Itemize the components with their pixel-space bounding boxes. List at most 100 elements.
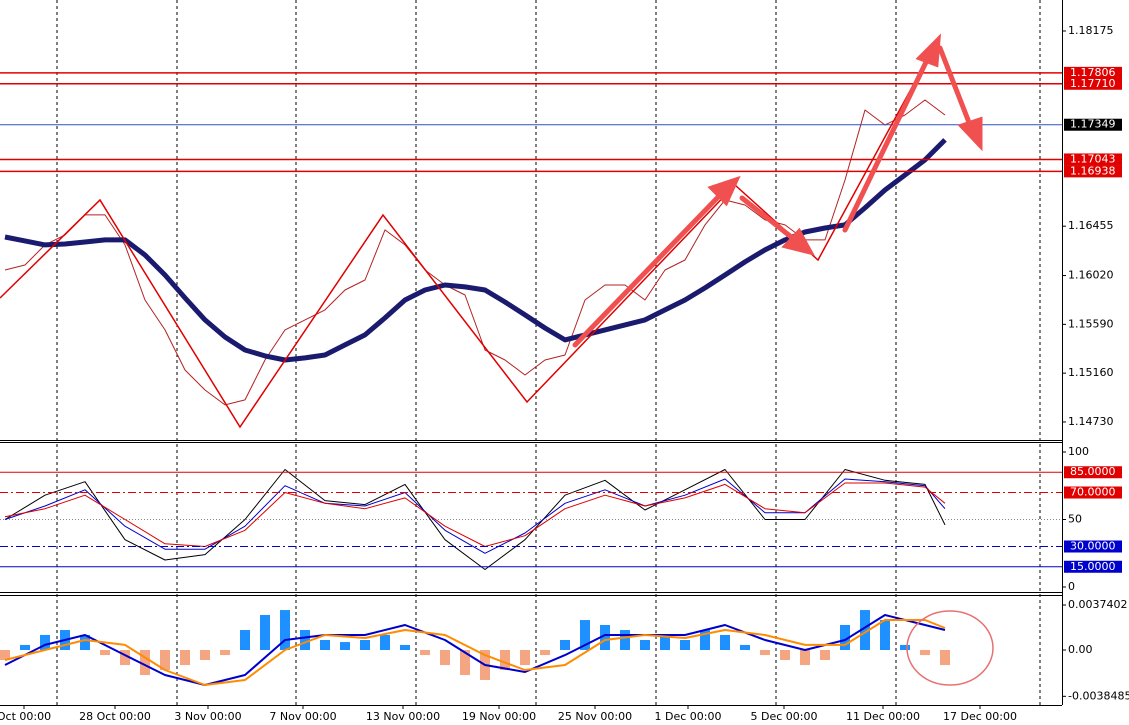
x-tick-label: 19 Nov 00:00 [462,710,536,723]
series-line [4,99,946,406]
histogram-bar [740,644,750,650]
histogram-bar [780,650,790,660]
histogram-bar [920,650,930,656]
histogram-bar [440,650,450,666]
x-tick-label: 28 Oct 00:00 [79,710,151,723]
histogram-bar [760,650,770,656]
y-tick-label: 1.16455 [1068,219,1114,232]
histogram-bar [0,650,10,660]
histogram-bar [860,610,870,650]
series-line [4,619,946,686]
series-line [4,469,946,570]
arrow-head [707,175,741,207]
histogram-bar [100,650,110,656]
level-label: 30.0000 [1070,540,1116,553]
histogram-bar [120,650,130,666]
histogram-bar [600,624,610,650]
y-tick-label: 1.18175 [1068,24,1114,37]
marks [0,30,1066,709]
y-tick-label: -0.0038485 [1068,689,1129,702]
level-label: 1.17710 [1070,77,1116,90]
histogram-bar [880,620,890,650]
x-tick-label: 5 Dec 00:00 [751,710,818,723]
x-tick-label: 25 Nov 00:00 [558,710,632,723]
histogram-bar [80,634,90,650]
y-tick-label: 1.16020 [1068,269,1114,282]
histogram-bar [520,650,530,666]
y-tick-label: 0.0037402 [1068,598,1128,611]
histogram-bar [560,640,570,650]
arrow-head [915,33,942,68]
series-line [4,138,947,363]
histogram-bar [680,640,690,650]
histogram-bar [400,644,410,650]
level-label-bg [1064,540,1122,553]
histogram-bar [300,630,310,650]
histogram-bar [140,650,150,676]
y-tick-label: 0 [1068,580,1075,593]
histogram-bar [280,610,290,650]
histogram-bar [640,640,650,650]
histogram-bar [380,634,390,650]
histogram-bar [700,630,710,650]
histogram-bar [180,650,190,666]
histogram-bar [420,650,430,656]
level-label: 15.0000 [1070,560,1116,573]
level-label: 1.16938 [1070,164,1116,177]
histogram-bar [660,634,670,650]
level-label: 1.17043 [1070,152,1116,165]
highlight-circle [906,610,994,686]
histogram-bar [240,630,250,650]
y-tick-label: 50 [1068,512,1082,525]
histogram-bar [340,642,350,650]
x-tick-label: 1 Dec 00:00 [655,710,722,723]
histogram-bar [160,650,170,670]
histogram-bar [800,650,810,666]
x-tick-label: Oct 00:00 [0,710,51,723]
level-label-bg [1064,77,1122,90]
histogram-bar [620,630,630,650]
arrows [572,33,983,348]
level-label-bg [1064,118,1122,131]
arrow [739,195,798,243]
y-tick-label: 1.14730 [1068,415,1114,428]
y-tick-label: 0.00 [1068,643,1093,656]
histogram-bar [820,650,830,660]
y-tick-label: 100 [1068,445,1089,458]
labels: 1.18175 1.16455 1.16020 1.15590 1.15160 1.147… [0,24,1129,723]
histogram-bar [540,650,550,656]
x-tick-label: 11 Dec 00:00 [846,710,920,723]
arrow [937,45,973,128]
x-tick-label: 3 Nov 00:00 [174,710,241,723]
histogram-bar [260,614,270,650]
level-label-bg [1064,66,1122,79]
histogram-bar [840,624,850,650]
arrow [572,190,725,348]
histogram-bar [220,650,230,656]
x-tick-label: 13 Nov 00:00 [366,710,440,723]
histogram-bar [580,620,590,650]
histogram-bar [320,640,330,650]
x-tick-label: 7 Nov 00:00 [269,710,336,723]
arrow-head [957,116,983,152]
histogram-bar [720,634,730,650]
histogram-bar [900,644,910,650]
histogram-bar [200,650,210,660]
histogram-bar [360,640,370,650]
level-label: 1.17349 [1070,118,1116,131]
histogram-bar [460,650,470,676]
level-label-bg [1064,560,1122,573]
arrow [842,55,931,233]
x-tick-label: 17 Dec 00:00 [943,710,1017,723]
histogram-bar [500,650,510,670]
series-line [4,614,946,686]
level-label-bg [1064,153,1122,166]
level-label-bg [1064,486,1122,499]
histogram-bar [940,650,950,666]
level-label-bg [1064,466,1122,479]
level-label: 70.0000 [1070,485,1116,498]
y-tick-label: 1.15590 [1068,317,1114,330]
level-label-bg [1064,165,1122,178]
y-tick-label: 1.15160 [1068,366,1114,379]
